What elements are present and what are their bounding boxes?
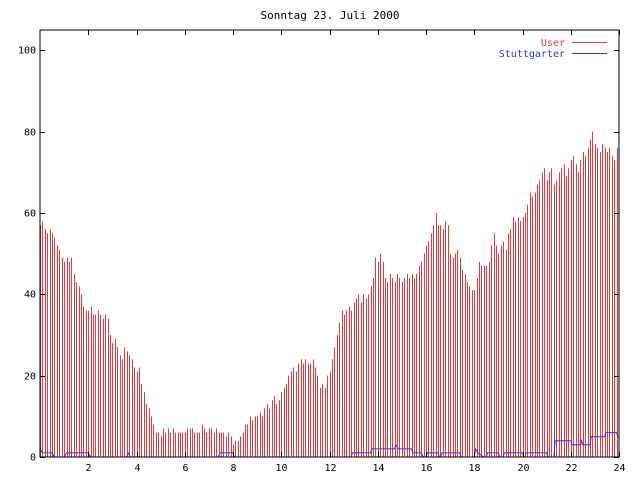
legend-label: User [541,38,565,49]
x-tick-label: 2 [85,463,91,474]
y-tick-label: 60 [24,209,36,220]
y-tick-label: 40 [24,290,36,301]
x-tick-label: 24 [613,463,625,474]
x-tick-label: 8 [230,463,236,474]
y-tick-label: 80 [24,128,36,139]
y-tick-label: 100 [18,46,36,57]
x-tick-label: 22 [565,463,577,474]
x-tick-label: 10 [275,463,287,474]
x-tick-label: 6 [182,463,188,474]
y-tick-label: 0 [30,453,36,464]
x-tick-label: 20 [517,463,529,474]
chart-title: Sonntag 23. Juli 2000 [260,9,399,22]
plot-area [39,131,619,458]
y-tick-label: 20 [24,372,36,383]
x-axis: 2 4 6 8 10 12 14 16 18 20 22 24 [85,30,626,474]
x-tick-label: 16 [420,463,432,474]
x-tick-label: 4 [134,463,140,474]
plot-frame [39,29,620,458]
y-axis: 0 20 40 60 80 100 [18,46,619,464]
legend-label: Stuttgarter [499,49,565,60]
x-tick-label: 12 [324,463,336,474]
x-tick-label: 14 [372,463,384,474]
x-tick-label: 18 [468,463,480,474]
